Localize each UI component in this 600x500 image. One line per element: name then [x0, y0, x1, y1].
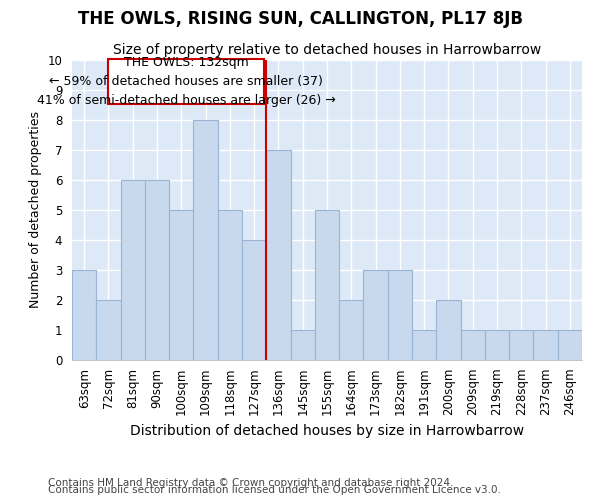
Bar	[533, 330, 558, 360]
Bar	[315, 210, 339, 360]
Bar	[242, 240, 266, 360]
FancyBboxPatch shape	[109, 60, 264, 104]
Bar	[72, 270, 96, 360]
Bar	[169, 210, 193, 360]
Bar	[290, 330, 315, 360]
Bar	[218, 210, 242, 360]
Title: Size of property relative to detached houses in Harrowbarrow: Size of property relative to detached ho…	[113, 44, 541, 58]
Text: Contains public sector information licensed under the Open Government Licence v3: Contains public sector information licen…	[48, 485, 501, 495]
X-axis label: Distribution of detached houses by size in Harrowbarrow: Distribution of detached houses by size …	[130, 424, 524, 438]
Bar	[266, 150, 290, 360]
Bar	[364, 270, 388, 360]
Bar	[509, 330, 533, 360]
Bar	[436, 300, 461, 360]
Bar	[412, 330, 436, 360]
Bar	[121, 180, 145, 360]
Bar	[339, 300, 364, 360]
Bar	[193, 120, 218, 360]
Bar	[145, 180, 169, 360]
Bar	[558, 330, 582, 360]
Bar	[96, 300, 121, 360]
Text: Contains HM Land Registry data © Crown copyright and database right 2024.: Contains HM Land Registry data © Crown c…	[48, 478, 454, 488]
Bar	[461, 330, 485, 360]
Bar	[388, 270, 412, 360]
Y-axis label: Number of detached properties: Number of detached properties	[29, 112, 42, 308]
Text: THE OWLS, RISING SUN, CALLINGTON, PL17 8JB: THE OWLS, RISING SUN, CALLINGTON, PL17 8…	[77, 10, 523, 28]
Bar	[485, 330, 509, 360]
Text: THE OWLS: 132sqm
← 59% of detached houses are smaller (37)
41% of semi-detached : THE OWLS: 132sqm ← 59% of detached house…	[37, 56, 335, 107]
